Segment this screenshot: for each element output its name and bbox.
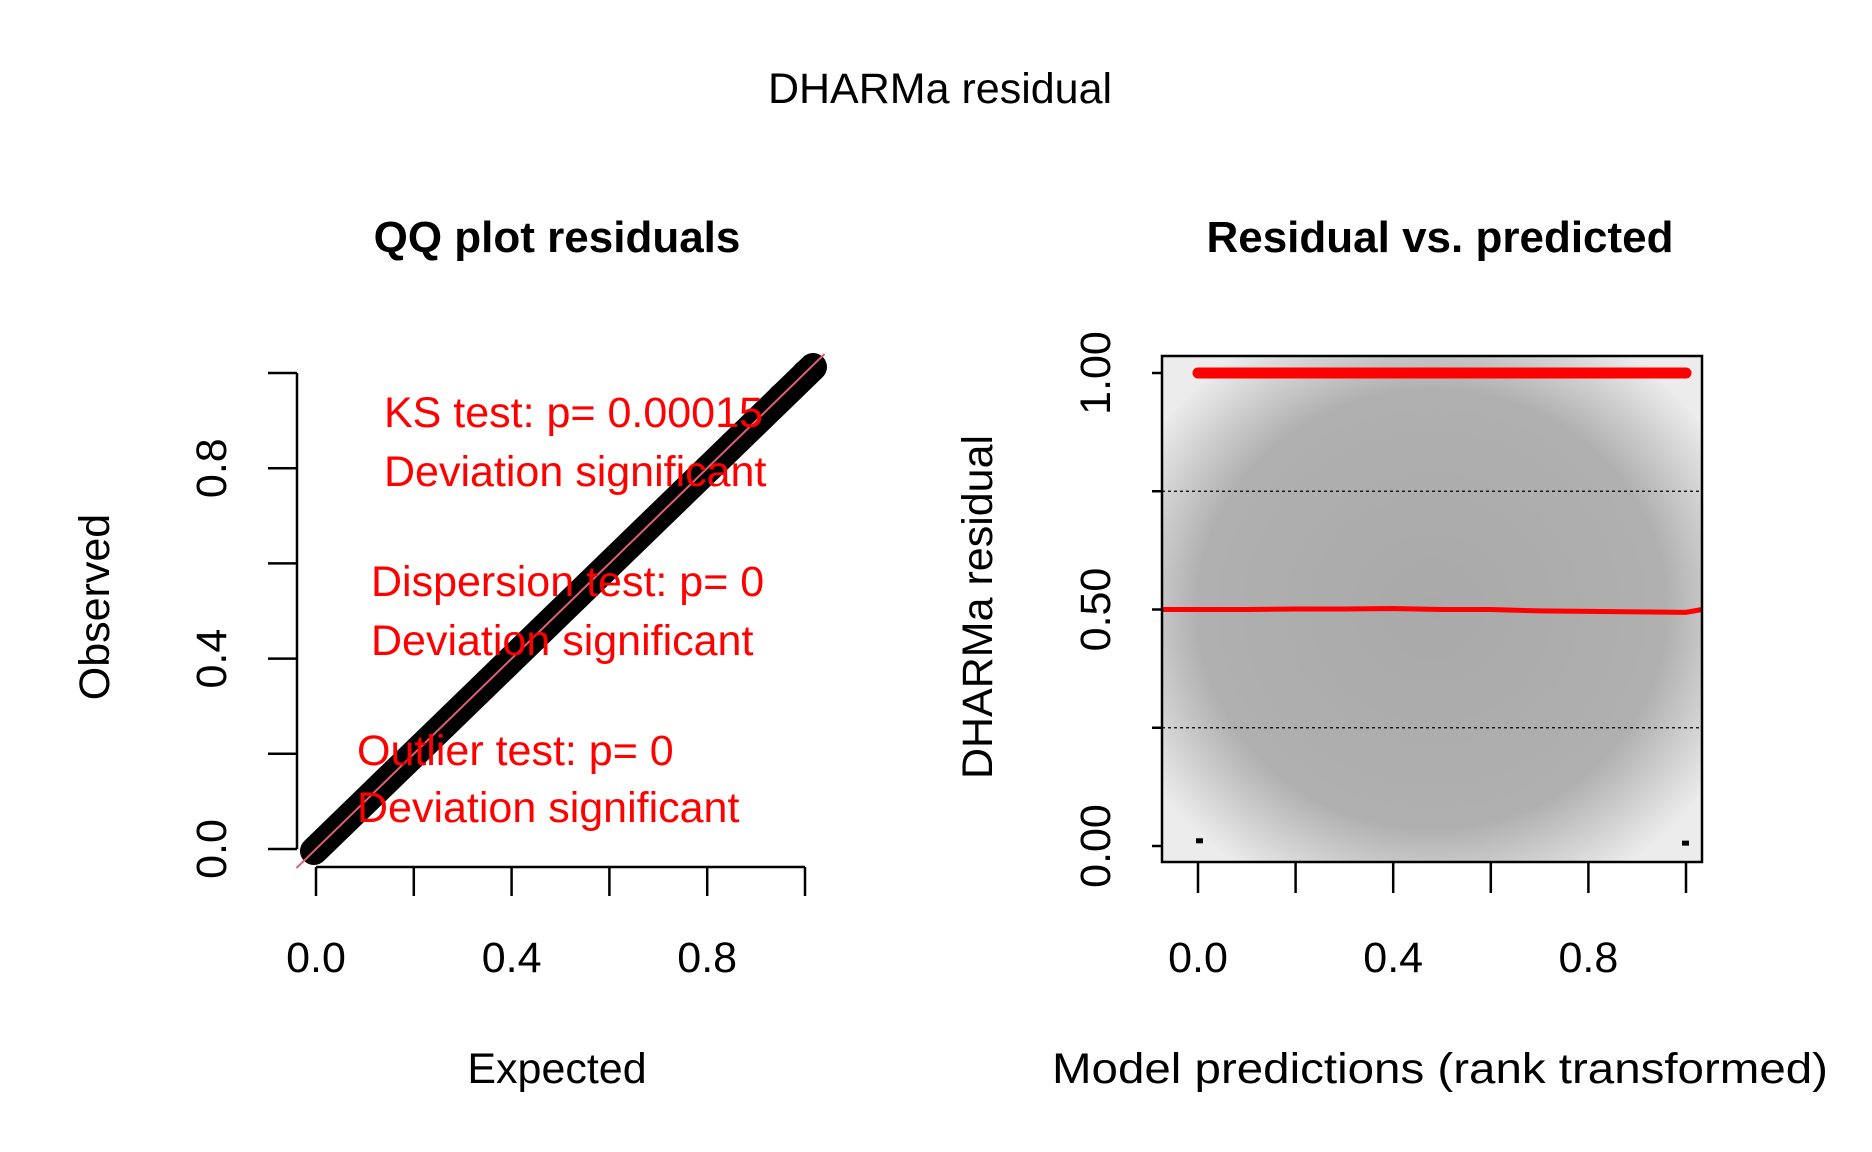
residual-y-tick-label: 0.50	[1072, 568, 1120, 652]
qq-plot-title: QQ plot residuals	[374, 213, 741, 262]
residual-plot-title: Residual vs. predicted	[1206, 213, 1673, 262]
qq-y-tick-label: 0.0	[188, 819, 236, 879]
qq-x-tick-label: 0.0	[286, 934, 346, 982]
qq-y-tick-label: 0.8	[188, 438, 236, 498]
residual-vs-predicted-panel: Residual vs. predicted 0.0 0.4 0.8 0.00 0.50…	[954, 213, 1828, 1093]
qq-x-tick-label: 0.4	[482, 934, 542, 982]
qq-test-verdict: Deviation significant	[371, 617, 753, 665]
qq-reference-line	[295, 353, 826, 869]
qq-test-result: Outlier test: p= 0	[357, 727, 674, 775]
qq-y-tick-label: 0.4	[188, 629, 236, 689]
qq-axes: 0.0 0.4 0.8 0.0 0.4 0.8	[188, 371, 807, 982]
qq-marks	[295, 353, 827, 869]
residual-marks	[1162, 367, 1703, 846]
qq-plot-panel: QQ plot residuals 0.0 0.4 0.8 0.0 0.4 0.8 KS …	[71, 213, 827, 1093]
figure-title: DHARMa residual	[768, 65, 1112, 113]
residual-axes: 0.0 0.4 0.8 0.00 0.50 1.00	[1072, 331, 1704, 982]
residual-point	[1682, 840, 1690, 846]
qq-y-axis-label: Observed	[71, 514, 119, 700]
qq-test-result: Dispersion test: p= 0	[371, 558, 764, 606]
qq-test-verdict: Deviation significant	[357, 784, 739, 832]
residual-x-tick-label: 0.8	[1559, 934, 1619, 982]
residual-y-axis-label: DHARMa residual	[954, 435, 1002, 779]
qq-x-tick-label: 0.8	[677, 934, 737, 982]
residual-point	[1195, 838, 1203, 844]
median-quantile-line	[1162, 606, 1703, 615]
qq-test-verdict: Deviation significant	[384, 448, 766, 496]
qq-x-axis-label: Expected	[467, 1045, 646, 1093]
qq-test-result: KS test: p= 0.00015	[384, 389, 763, 437]
residual-y-tick-label: 1.00	[1072, 331, 1120, 415]
residual-x-tick-label: 0.4	[1363, 934, 1423, 982]
residual-x-tick-label: 0.0	[1168, 934, 1228, 982]
qq-annotations: KS test: p= 0.00015 Deviation significant…	[357, 389, 766, 832]
residual-y-tick-label: 0.00	[1072, 804, 1120, 888]
residual-x-axis-label: Model predictions (rank transformed)	[1052, 1045, 1828, 1093]
